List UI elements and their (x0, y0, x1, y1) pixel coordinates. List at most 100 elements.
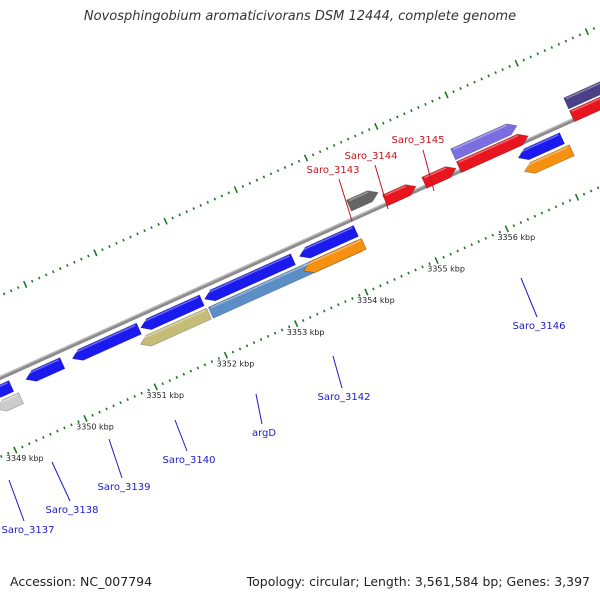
tick-dot (368, 128, 371, 132)
tick-dot (498, 230, 502, 234)
tick-dot (266, 334, 270, 338)
tick-dot (596, 186, 600, 190)
tick-dot (45, 273, 48, 277)
cds-arrow-forward-highlight (458, 134, 519, 163)
tick-dot (536, 52, 540, 56)
tick-dot (339, 140, 343, 144)
tick-dot (494, 71, 497, 75)
cds-arrow-highlight (299, 226, 353, 253)
tick-dot (80, 257, 83, 261)
cds-arrow (0, 380, 15, 398)
tick-dot (442, 255, 445, 259)
tick-label: 3355 kbp (427, 265, 465, 274)
genome-backbone (0, 105, 600, 381)
tick-dot (379, 284, 382, 288)
backbone-line (0, 105, 600, 381)
tick-dot (393, 277, 396, 281)
tick-dot (480, 77, 483, 81)
tick-dot (59, 267, 62, 271)
tick-dot (519, 221, 523, 225)
tick-dot (315, 312, 319, 316)
tick-dot (108, 245, 111, 248)
tick-dot (2, 292, 6, 296)
tick-dot (52, 270, 55, 274)
callout-line (255, 393, 263, 425)
callout-line (108, 438, 123, 479)
tick-dot (318, 150, 322, 154)
tick-dot (526, 217, 530, 221)
tick-mark-major (93, 249, 98, 257)
tick-mark-major (223, 351, 229, 359)
tick-dot (290, 162, 294, 166)
tick-dot (28, 442, 31, 446)
tick-dot (456, 249, 459, 253)
tick-dot (73, 260, 76, 264)
tick-dot (543, 49, 547, 53)
tick-dot (56, 429, 59, 433)
gene-label: Saro_3140 (163, 455, 216, 466)
tick-dot (30, 279, 34, 283)
tick-dot (49, 432, 52, 436)
cds-arrow-gray-highlight (348, 191, 369, 202)
tick-dot (231, 350, 235, 354)
tick-dot (557, 42, 561, 46)
tick-dot (564, 39, 568, 43)
tick-dot (431, 99, 434, 103)
tick-dot (136, 232, 139, 236)
tick-dot (140, 391, 143, 395)
tick-dot (182, 372, 186, 376)
callout-line (422, 149, 435, 192)
tick-dot (346, 137, 350, 141)
tick-dot (199, 203, 202, 207)
tick-dot (540, 211, 544, 215)
tick-dot (196, 366, 200, 370)
callout-line (51, 461, 71, 502)
gene-label: Saro_3143 (307, 165, 360, 176)
tick-dot (297, 159, 301, 163)
cds-arrow-forward (455, 133, 529, 174)
tick-dot (276, 169, 280, 173)
tick-dot (487, 74, 490, 78)
tick-dot (175, 375, 179, 379)
tick-mark-major (13, 446, 18, 454)
tick-dot (150, 226, 153, 230)
tick-dot (360, 131, 364, 135)
tick-dot (477, 240, 480, 243)
tick-dot (98, 410, 101, 414)
cds-arrow-highlight (25, 359, 59, 376)
gene-bar-lavender-highlight (452, 124, 508, 151)
tick-dot (259, 338, 263, 341)
tick-dot (301, 319, 305, 322)
tick-dot (192, 207, 195, 211)
tick-dot (248, 181, 252, 185)
tick-dot (280, 328, 284, 332)
tick-dot (396, 115, 399, 119)
tick-dot (70, 423, 73, 427)
tick-dot (554, 205, 558, 209)
tick-dot (438, 96, 441, 100)
tick-dot (147, 388, 150, 392)
tick-dot (522, 58, 525, 62)
gene-bar-orange-highlight (524, 146, 569, 168)
gene-bar-navy (563, 81, 600, 110)
tick-dot (210, 360, 214, 364)
tick-dot (311, 153, 315, 157)
tick-dot (203, 363, 207, 367)
tick-mark-major (584, 28, 590, 36)
tick-dot (238, 347, 242, 351)
gene-label: Saro_3139 (98, 482, 151, 493)
tick-mark-major (294, 320, 299, 328)
tick-mark-major (233, 186, 239, 194)
tick-dot (21, 445, 24, 449)
cds-arrow-forward-highlight (384, 185, 407, 197)
tick-labels: 3349 kbp 3350 kbp 3351 kbp 3352 kbp 3353 kbp… (6, 233, 535, 463)
tick-dot (7, 451, 10, 455)
tick-dot (353, 134, 357, 138)
callout-line (520, 277, 538, 318)
tick-mark-major (303, 154, 309, 162)
tick-dot (129, 235, 132, 239)
gene-label: Saro_3138 (46, 505, 99, 516)
backbone-line (0, 106, 600, 378)
tick-dot (323, 309, 326, 313)
